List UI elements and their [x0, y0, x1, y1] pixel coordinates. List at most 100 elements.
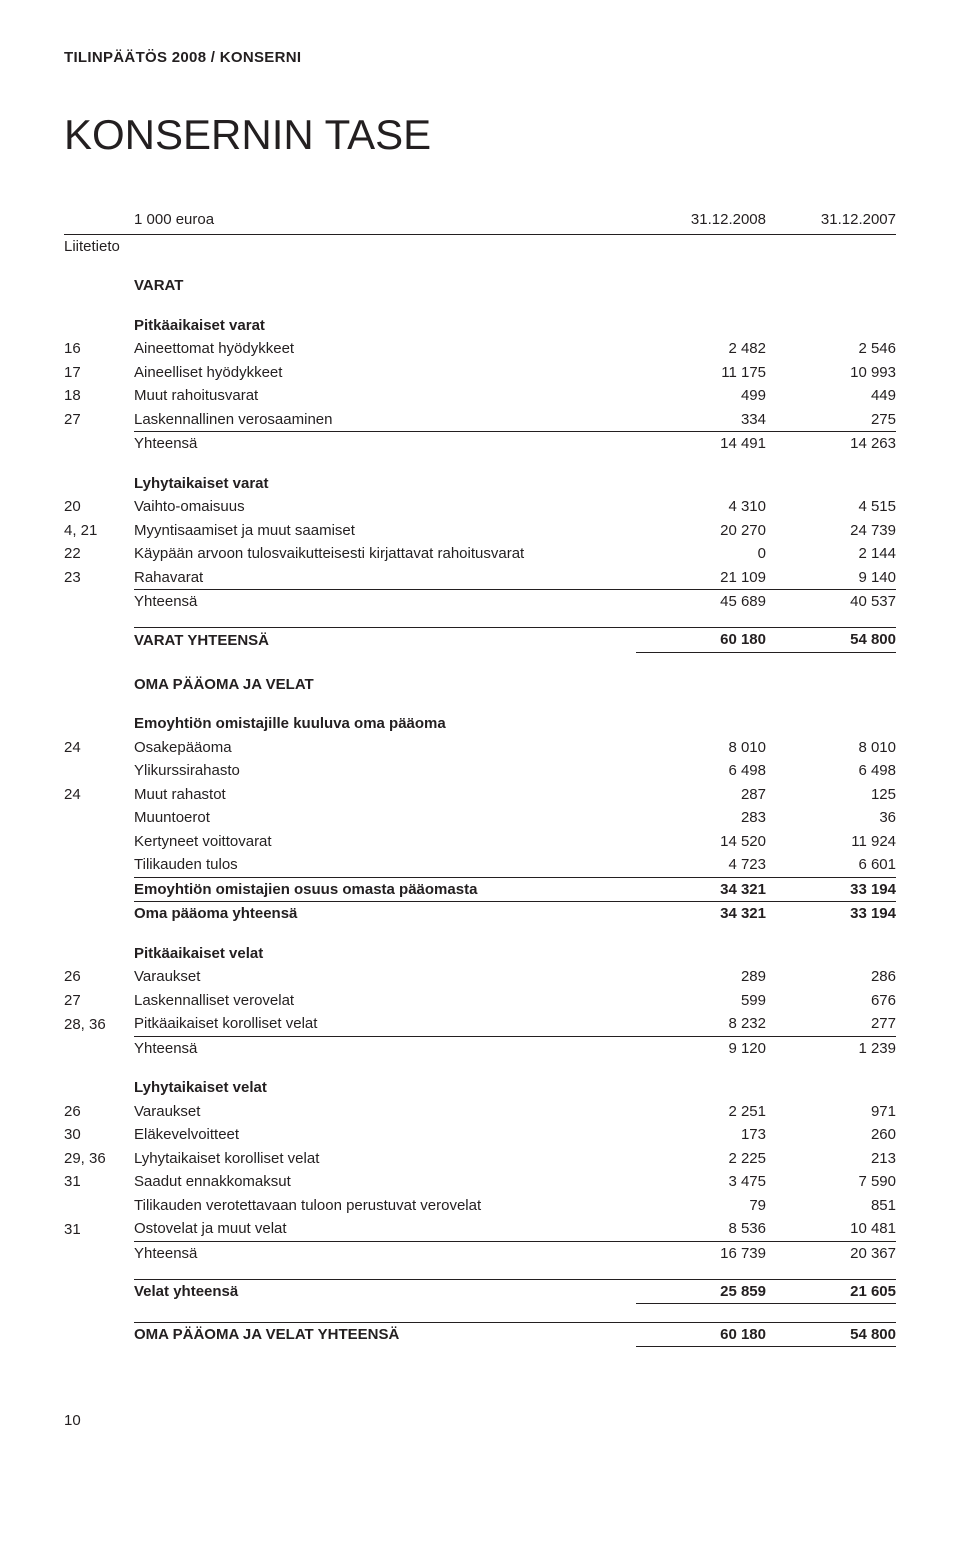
- equity-total-row: Oma pääoma yhteensä34 32133 194: [64, 902, 896, 926]
- sub-lyhyt-varat: Lyhytaikaiset varat: [64, 456, 896, 496]
- header-unit: 1 000 euroa: [134, 208, 636, 234]
- label-cell: Laskennalliset verovelat: [134, 989, 636, 1013]
- note-cell: 4, 21: [64, 519, 134, 543]
- sub-pitk-varat-label: Pitkäaikaiset varat: [134, 298, 636, 338]
- value-cell: 79: [636, 1194, 766, 1218]
- label-cell: Pitkäaikaiset korolliset velat: [134, 1012, 636, 1036]
- sub-lyhyt-velat: Lyhytaikaiset velat: [64, 1060, 896, 1100]
- note-cell: 18: [64, 384, 134, 408]
- label-cell: Rahavarat: [134, 566, 636, 590]
- total-value: 1 239: [766, 1036, 896, 1060]
- note-cell: 22: [64, 542, 134, 566]
- value-cell: 6 601: [766, 853, 896, 877]
- table-row: 29, 36Lyhytaikaiset korolliset velat2 22…: [64, 1147, 896, 1171]
- label-cell: Käypään arvoon tulosvaikutteisesti kirja…: [134, 542, 636, 566]
- value-cell: 8 232: [636, 1012, 766, 1036]
- total-label: Yhteensä: [134, 1241, 636, 1265]
- total-row: Yhteensä16 73920 367: [64, 1241, 896, 1265]
- varat-total-value: 54 800: [766, 628, 896, 653]
- value-cell: 14 520: [636, 830, 766, 854]
- note-cell: 24: [64, 736, 134, 760]
- section-oma-paaoma-ja-velat: OMA PÄÄOMA JA VELAT: [64, 657, 896, 697]
- value-cell: 21 109: [636, 566, 766, 590]
- velat-total-value: 25 859: [636, 1279, 766, 1304]
- varat-total-value: 60 180: [636, 628, 766, 653]
- sub-equity-label: Emoyhtiön omistajille kuuluva oma pääoma: [134, 696, 636, 736]
- table-row: Tilikauden tulos4 7236 601: [64, 853, 896, 877]
- value-cell: 851: [766, 1194, 896, 1218]
- value-cell: 499: [636, 384, 766, 408]
- note-cell: 26: [64, 965, 134, 989]
- note-cell: 31: [64, 1217, 134, 1241]
- equity-total-label: Oma pääoma yhteensä: [134, 902, 636, 926]
- label-cell: Myyntisaamiset ja muut saamiset: [134, 519, 636, 543]
- value-cell: 24 739: [766, 519, 896, 543]
- sub-lyhyt-varat-label: Lyhytaikaiset varat: [134, 456, 636, 496]
- label-cell: Lyhytaikaiset korolliset velat: [134, 1147, 636, 1171]
- balance-sheet-table: 1 000 euroa 31.12.2008 31.12.2007 Liitet…: [64, 208, 896, 1351]
- value-cell: 8 536: [636, 1217, 766, 1241]
- total-label: Yhteensä: [134, 1036, 636, 1060]
- value-cell: 36: [766, 806, 896, 830]
- value-cell: 4 310: [636, 495, 766, 519]
- value-cell: 20 270: [636, 519, 766, 543]
- note-cell: [64, 1194, 134, 1218]
- label-cell: Kertyneet voittovarat: [134, 830, 636, 854]
- value-cell: 971: [766, 1100, 896, 1124]
- value-cell: 449: [766, 384, 896, 408]
- value-cell: 125: [766, 783, 896, 807]
- value-cell: 6 498: [636, 759, 766, 783]
- label-cell: Varaukset: [134, 965, 636, 989]
- table-row: 27Laskennallinen verosaaminen334275: [64, 408, 896, 432]
- note-cell: 29, 36: [64, 1147, 134, 1171]
- value-cell: 8 010: [766, 736, 896, 760]
- value-cell: 275: [766, 408, 896, 432]
- value-cell: 599: [636, 989, 766, 1013]
- page-number: 10: [64, 1411, 896, 1431]
- label-cell: Eläkevelvoitteet: [134, 1123, 636, 1147]
- value-cell: 2 482: [636, 337, 766, 361]
- value-cell: 286: [766, 965, 896, 989]
- label-cell: Tilikauden tulos: [134, 853, 636, 877]
- equity-owners-value: 33 194: [766, 877, 896, 902]
- value-cell: 260: [766, 1123, 896, 1147]
- value-cell: 4 515: [766, 495, 896, 519]
- note-cell: 26: [64, 1100, 134, 1124]
- total-label: Yhteensä: [134, 432, 636, 456]
- table-row: 22Käypään arvoon tulosvaikutteisesti kir…: [64, 542, 896, 566]
- sub-pitk-velat-label: Pitkäaikaiset velat: [134, 926, 636, 966]
- grand-total-label: OMA PÄÄOMA JA VELAT YHTEENSÄ: [134, 1322, 636, 1347]
- note-cell: 24: [64, 783, 134, 807]
- grand-total-value: 60 180: [636, 1322, 766, 1347]
- note-label-row: Liitetieto: [64, 234, 896, 258]
- table-row: Muuntoerot28336: [64, 806, 896, 830]
- table-row: 16Aineettomat hyödykkeet2 4822 546: [64, 337, 896, 361]
- note-label: Liitetieto: [64, 234, 134, 258]
- value-cell: 334: [636, 408, 766, 432]
- value-cell: 6 498: [766, 759, 896, 783]
- table-row: 23Rahavarat21 1099 140: [64, 566, 896, 590]
- header-date-2: 31.12.2007: [766, 208, 896, 234]
- table-row: 28, 36Pitkäaikaiset korolliset velat8 23…: [64, 1012, 896, 1036]
- page-title: KONSERNIN TASE: [64, 108, 896, 163]
- value-cell: 11 175: [636, 361, 766, 385]
- velat-total-label: Velat yhteensä: [134, 1279, 636, 1304]
- note-cell: 17: [64, 361, 134, 385]
- total-row: Yhteensä9 1201 239: [64, 1036, 896, 1060]
- label-cell: Tilikauden verotettavaan tuloon perustuv…: [134, 1194, 636, 1218]
- label-cell: Muuntoerot: [134, 806, 636, 830]
- total-value: 20 367: [766, 1241, 896, 1265]
- label-cell: Aineettomat hyödykkeet: [134, 337, 636, 361]
- velat-total: Velat yhteensä25 85921 605: [64, 1279, 896, 1304]
- value-cell: 4 723: [636, 853, 766, 877]
- velat-total-value: 21 605: [766, 1279, 896, 1304]
- note-cell: 27: [64, 989, 134, 1013]
- value-cell: 10 481: [766, 1217, 896, 1241]
- value-cell: 2 251: [636, 1100, 766, 1124]
- table-row: 31Ostovelat ja muut velat8 53610 481: [64, 1217, 896, 1241]
- grand-total: OMA PÄÄOMA JA VELAT YHTEENSÄ60 18054 800: [64, 1322, 896, 1347]
- value-cell: 7 590: [766, 1170, 896, 1194]
- value-cell: 2 144: [766, 542, 896, 566]
- value-cell: 8 010: [636, 736, 766, 760]
- note-cell: 30: [64, 1123, 134, 1147]
